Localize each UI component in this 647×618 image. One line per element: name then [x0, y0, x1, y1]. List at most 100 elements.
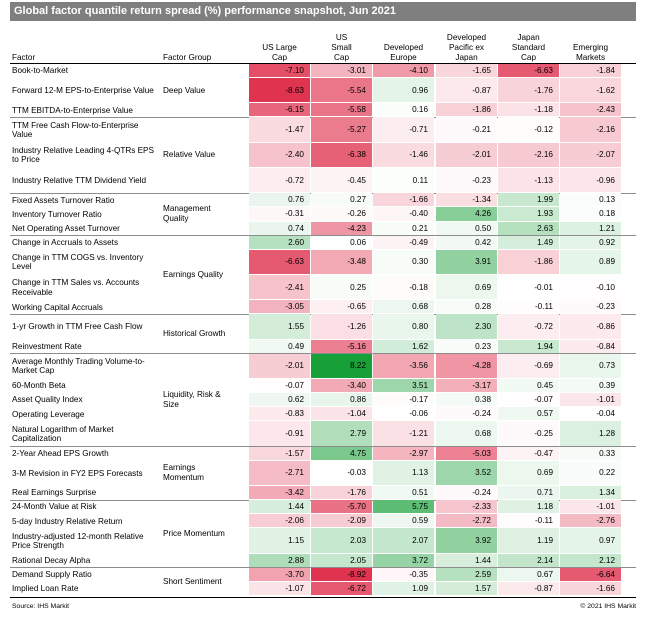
value-cell: 0.74: [249, 221, 310, 235]
table-row: 1-yr Growth in TTM Free Cash Flow 1.55 -1.…: [10, 314, 636, 339]
value-cell: -2.41: [249, 275, 310, 300]
value-cell: 1.99: [498, 193, 559, 207]
value-cell: -1.21: [373, 421, 434, 446]
value-cell: 0.11: [373, 168, 434, 193]
table-row: TTM Free Cash Flow-to-Enterprise Value -1…: [10, 117, 636, 142]
factor-name: 1-yr Growth in TTM Free Cash Flow: [12, 322, 143, 332]
table-row: Net Operating Asset Turnover 0.74 -4.23 0.2…: [10, 221, 636, 236]
factor-name: Book-to-Market: [12, 66, 68, 76]
value-cell: -6.64: [560, 567, 621, 581]
value-cell: 0.57: [498, 407, 559, 421]
value-cell: -4.23: [311, 221, 372, 235]
value-cell: -0.10: [560, 275, 621, 300]
value-cell: 2.12: [560, 553, 621, 567]
column-header: Developed Pacific ex Japan: [446, 33, 487, 62]
factor-group-label: Management Quality: [163, 204, 211, 224]
table-row: Forward 12-M EPS-to-Enterprise Value -8.6…: [10, 78, 636, 103]
factor-name: Rational Decay Alpha: [12, 555, 91, 565]
value-cell: -3.48: [311, 249, 372, 275]
value-cell: 4.75: [311, 446, 372, 460]
value-cell: -2.71: [249, 460, 310, 486]
value-cell: -0.40: [373, 207, 434, 221]
value-cell: 4.26: [436, 207, 497, 221]
table-row: Industry-adjusted 12-month Relative Pric…: [10, 528, 636, 553]
value-cell: -3.17: [436, 379, 497, 393]
value-cell: -8.92: [311, 567, 372, 581]
value-cell: 0.16: [373, 103, 434, 117]
value-cell: 1.44: [249, 500, 310, 514]
value-cell: -2.43: [560, 103, 621, 117]
table-row: 24-Month Value at Risk 1.44 -5.70 5.75 -2.33…: [10, 500, 636, 514]
value-cell: 1.21: [560, 221, 621, 235]
factor-name: Change in TTM Sales vs. Accounts Receiva…: [12, 278, 140, 297]
value-cell: 1.44: [436, 553, 497, 567]
value-cell: 0.23: [436, 339, 497, 353]
value-cell: 0.92: [560, 235, 621, 249]
value-cell: 0.25: [311, 275, 372, 300]
value-cell: -1.07: [249, 581, 310, 595]
value-cell: -1.34: [436, 193, 497, 207]
table-row: 60-Month Beta -0.07 -3.40 3.51 -3.17 0.45 0.39: [10, 379, 636, 393]
value-cell: -0.47: [498, 446, 559, 460]
value-cell: 2.30: [436, 314, 497, 339]
value-cell: 2.14: [498, 553, 559, 567]
column-header: Developed Europe: [383, 43, 424, 62]
value-cell: 2.59: [436, 567, 497, 581]
value-cell: -2.01: [249, 353, 310, 379]
value-cell: 0.21: [373, 221, 434, 235]
factor-name: Industry Relative TTM Dividend Yield: [12, 175, 147, 185]
value-cell: -0.06: [373, 407, 434, 421]
value-cell: 2.60: [249, 235, 310, 249]
factor-name: Average Monthly Trading Volume-to-Market…: [12, 356, 145, 376]
value-cell: -0.86: [560, 314, 621, 339]
value-cell: -0.04: [560, 407, 621, 421]
value-cell: -2.09: [311, 514, 372, 528]
value-cell: -3.56: [373, 353, 434, 379]
value-cell: 1.34: [560, 486, 621, 500]
value-cell: -0.11: [498, 300, 559, 314]
factor-name: Asset Quality Index: [12, 395, 83, 405]
value-cell: -6.72: [311, 581, 372, 595]
factor-name: Net Operating Asset Turnover: [12, 223, 120, 233]
factor-name: 24-Month Value at Risk: [12, 502, 97, 512]
value-cell: 0.39: [560, 379, 621, 393]
factor-name: Working Capital Accruals: [12, 302, 103, 312]
table-row: TTM EBITDA-to-Enterprise Value -6.15 -5.58…: [10, 103, 636, 117]
value-cell: -1.26: [311, 314, 372, 339]
column-header: Japan Standard Cap: [511, 33, 546, 62]
value-cell: 2.07: [373, 528, 434, 553]
value-cell: -1.04: [311, 407, 372, 421]
value-cell: -0.01: [498, 275, 559, 300]
value-cell: -0.69: [498, 353, 559, 379]
value-cell: -1.66: [373, 193, 434, 207]
value-cell: -0.65: [311, 300, 372, 314]
value-cell: 1.13: [373, 460, 434, 486]
value-cell: -7.10: [249, 64, 310, 78]
factor-name: Change in Accruals to Assets: [12, 237, 119, 247]
value-cell: -4.10: [373, 64, 434, 78]
value-cell: -1.47: [249, 117, 310, 142]
factor-group-column-header: Factor Group: [163, 53, 212, 62]
value-cell: 0.96: [373, 78, 434, 103]
value-cell: 0.27: [311, 193, 372, 207]
table-row: 3-M Revision in FY2 EPS Forecasts -2.71 -0…: [10, 460, 636, 486]
value-cell: -1.84: [560, 64, 621, 78]
value-cell: -2.06: [249, 514, 310, 528]
value-cell: -2.72: [436, 514, 497, 528]
value-cell: 0.13: [560, 193, 621, 207]
column-header: US Small Cap: [331, 33, 352, 62]
value-cell: -0.24: [436, 486, 497, 500]
factor-group-label: Liquidity, Risk & Size: [163, 390, 221, 410]
value-cell: 1.49: [498, 235, 559, 249]
value-cell: -6.63: [498, 64, 559, 78]
table-row: Demand Supply Ratio -3.70 -8.92 -0.35 2.59 0.…: [10, 567, 636, 582]
value-cell: -0.07: [498, 393, 559, 407]
value-cell: -0.12: [498, 117, 559, 142]
value-cell: 0.73: [560, 353, 621, 379]
column-header: US Large Cap: [262, 43, 297, 62]
value-cell: -1.01: [560, 500, 621, 514]
footer-copyright: © 2021 IHS Markit: [580, 603, 636, 610]
factor-group-label: Earnings Quality: [163, 270, 224, 280]
value-cell: 0.76: [249, 193, 310, 207]
table-row: Fixed Assets Turnover Ratio 0.76 0.27 -1.66…: [10, 193, 636, 207]
